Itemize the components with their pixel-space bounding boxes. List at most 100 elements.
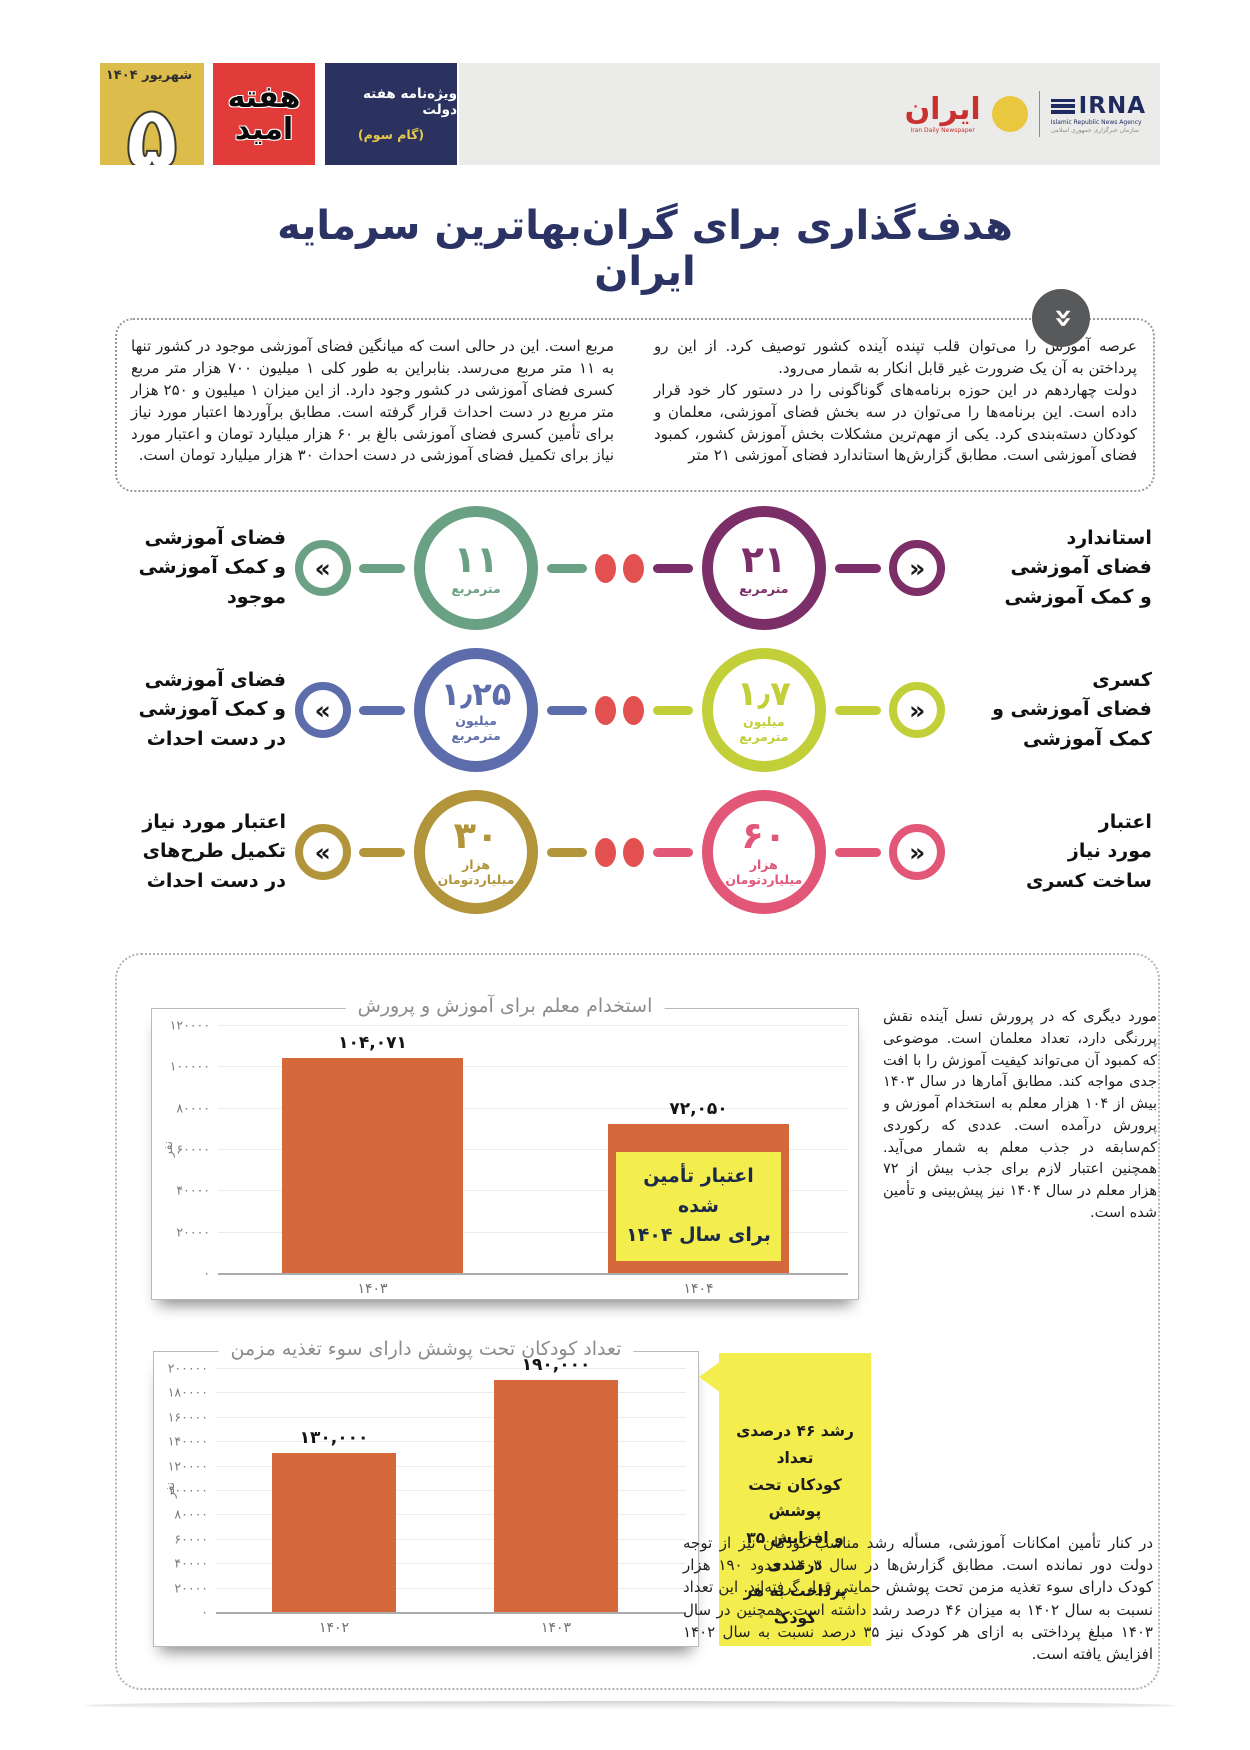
connector: [359, 705, 406, 715]
chevrons-right-icon: »: [909, 695, 926, 725]
supplement-logo-word-1: هفته: [227, 79, 301, 115]
gridline: [218, 1190, 848, 1192]
gridline: [216, 1368, 686, 1369]
chevrons-right-icon: »: [909, 837, 926, 867]
connector: [359, 563, 406, 573]
y-tick: ۴۰۰۰۰: [176, 1182, 210, 1198]
gridline: [216, 1465, 686, 1467]
gridline: [216, 1490, 686, 1491]
stat-circle: ۱٫۲۵ میلیون مترمربع: [414, 648, 539, 772]
teachers-chart: استخدام معلم برای آموزش و پرورش ۱۲۰۰۰۰ ۱…: [151, 995, 859, 1300]
connector: [834, 847, 881, 857]
bar-1402: ۱۳۰,۰۰۰ ۱۴۰۲: [272, 1428, 396, 1636]
brand-divider: [1038, 91, 1040, 137]
stat-value: ۱۱: [453, 537, 499, 581]
bar-1403: ۱۹۰,۰۰۰ ۱۴۰۳: [494, 1355, 618, 1636]
center-dots-icon: [595, 553, 645, 583]
gridline: [216, 1392, 686, 1394]
connector: [653, 563, 694, 573]
children-chart: تعداد کودکان تحت پوشش دارای سوء تغذیه مز…: [153, 1338, 699, 1647]
gridline: [216, 1441, 686, 1443]
stat-bullet: «: [294, 540, 351, 596]
y-tick: ۱۰۰۰۰۰: [169, 1058, 210, 1074]
connector: [359, 847, 406, 857]
special-issue-box: ویژه‌نامه هفته دولت (گام سوم): [325, 63, 457, 165]
intro-column-left: مربع است. این در حالی است که میانگین فضا…: [131, 337, 614, 465]
infographic-row-1: فضای آموزشی و کمک آموزشی موجود « ۱۱ مترم…: [108, 502, 1152, 634]
y-tick: ۰: [203, 1265, 210, 1281]
center-dots-icon: [595, 695, 645, 725]
gridline: [216, 1538, 686, 1540]
x-category: ۱۴۰۳: [357, 1281, 388, 1297]
stat-unit: مترمربع: [451, 580, 501, 596]
bar-value: ۷۲,۰۵۰: [669, 1099, 728, 1120]
y-tick: ۶۰۰۰۰: [174, 1531, 208, 1547]
y-tick: ۶۰۰۰۰: [176, 1141, 210, 1157]
connector: [546, 563, 587, 573]
page-title: هدف‌گذاری برای گران‌بهاترین سرمایه ایران: [277, 203, 1013, 295]
stat-value: ۱٫۷: [736, 673, 791, 714]
stat-unit: مترمربع: [739, 580, 789, 596]
chart-plot-area: ۲۰۰۰۰۰ ۱۸۰۰۰۰ ۱۶۰۰۰۰ ۱۴۰۰۰۰ ۱۲۰۰۰۰ ۱۰۰۰۰…: [163, 1355, 686, 1636]
callout-arrow-icon: [699, 1361, 721, 1393]
iran-logo-subtitle: Iran Daily Newspaper: [910, 126, 975, 134]
stat-unit: هزار میلیاردتومان: [437, 857, 515, 887]
stat-bullet: »: [889, 540, 946, 596]
yellow-circle-icon: [991, 96, 1028, 132]
stat-label: کسری فضای آموزشی و کمک آموزشی: [992, 668, 1152, 750]
bar-value: ۱۹۰,۰۰۰: [521, 1355, 591, 1376]
x-category: ۱۴۰۴: [683, 1281, 714, 1297]
page-number: ۵: [125, 88, 180, 165]
bar-value: ۱۳۰,۰۰۰: [299, 1428, 369, 1449]
stat-label: استاندارد فضای آموزشی و کمک آموزشی: [1004, 526, 1152, 608]
center-dots-icon: [595, 837, 645, 867]
gridline: [216, 1514, 686, 1516]
chevrons-left-icon: «: [314, 553, 331, 583]
y-tick: ۱۲۰۰۰۰: [169, 1017, 210, 1033]
y-tick: ۱۲۰۰۰۰: [167, 1458, 208, 1474]
stat-circle: ۱٫۷ میلیون مترمربع: [701, 648, 826, 772]
chart-plot-area: ۱۲۰۰۰۰ ۱۰۰۰۰۰ ۸۰۰۰۰ ۶۰۰۰۰ ۴۰۰۰۰ ۲۰۰۰۰ ۰ …: [161, 1018, 848, 1297]
bar-value: ۱۰۴,۰۷۱: [338, 1032, 407, 1053]
masthead-strip: ایران Iran Daily Newspaper IRNA Islamic …: [459, 63, 1160, 165]
connector: [834, 563, 881, 573]
stat-bullet: »: [889, 824, 946, 880]
y-tick: ۸۰۰۰۰: [174, 1506, 208, 1522]
connector: [653, 705, 694, 715]
growth-callout-text: رشد ۴۶ درصدی تعداد کودکان تحت پوشش و افز…: [736, 1422, 854, 1627]
connector: [546, 847, 587, 857]
funding-annotation: اعتبار تأمین شده برای سال ۱۴۰۴: [616, 1152, 781, 1261]
stat-bullet: «: [294, 682, 351, 738]
connector: [546, 705, 587, 715]
chevrons-left-icon: «: [314, 837, 331, 867]
stat-bullet: »: [889, 682, 946, 738]
gridline: [218, 1231, 848, 1233]
special-issue-title: ویژه‌نامه هفته دولت: [363, 86, 457, 118]
stat-unit: میلیون مترمربع: [739, 713, 789, 744]
stat-label: اعتبار مورد نیاز ساخت کسری: [1026, 810, 1152, 892]
y-tick: ۲۰۰۰۰: [174, 1580, 208, 1596]
stat-value: ۱٫۲۵: [440, 674, 512, 713]
irna-subtitle-en: Islamic Republic News Agency: [1050, 118, 1142, 126]
stat-circle: ۱۱ مترمربع: [414, 506, 539, 630]
supplement-logo-word-2: امید: [234, 112, 294, 147]
chart-title: تعداد کودکان تحت پوشش دارای سوء تغذیه مز…: [218, 1338, 634, 1360]
gridline: [218, 1025, 848, 1026]
gridline: [218, 1066, 848, 1068]
intro-column-right: عرصه آموزش را می‌توان قلب تپنده آینده کش…: [654, 337, 1137, 465]
bar-1404: ۷۲,۰۵۰ ۱۴۰۴ اعتبار تأمین شده برای سال ۱۴…: [608, 1099, 789, 1297]
y-axis-label: نفر: [163, 1481, 178, 1499]
irna-logo-word: IRNA: [1078, 92, 1146, 119]
y-tick: ۲۰۰۰۰: [176, 1224, 210, 1240]
stat-value: ۲۱: [741, 537, 787, 581]
teachers-paragraph: مورد دیگری که در پرورش نسل آینده نقش پرر…: [883, 1009, 1157, 1221]
growth-callout: رشد ۴۶ درصدی تعداد کودکان تحت پوشش و افز…: [699, 1353, 871, 1646]
irna-logo: IRNA Islamic Republic News Agency سازمان…: [1050, 92, 1146, 134]
stat-value: ۶۰: [741, 814, 787, 857]
chart-title: استخدام معلم برای آموزش و پرورش: [345, 995, 665, 1017]
iran-logo-word: ایران: [904, 91, 981, 127]
y-tick: ۱۰۰۰۰۰: [167, 1482, 208, 1498]
special-issue-subtitle: (گام سوم): [357, 127, 425, 142]
stat-circle: ۳۰ هزار میلیاردتومان: [414, 790, 539, 914]
